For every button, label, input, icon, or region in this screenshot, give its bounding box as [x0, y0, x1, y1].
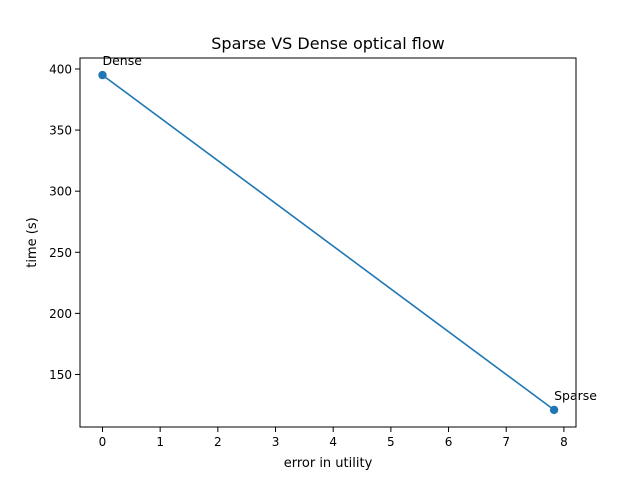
- plot-frame: [79, 57, 577, 428]
- x-tick-label: 2: [214, 435, 222, 449]
- y-tick-label: 250: [49, 246, 72, 260]
- x-tick-label: 1: [156, 435, 164, 449]
- x-tick-label: 0: [99, 435, 107, 449]
- chart-title: Sparse VS Dense optical flow: [211, 34, 444, 53]
- x-tick-label: 4: [329, 435, 337, 449]
- y-tick-label: 350: [49, 124, 72, 138]
- point-label: Dense: [102, 53, 142, 68]
- x-tick-label: 8: [560, 435, 568, 449]
- data-point: [98, 70, 107, 80]
- x-axis-label: error in utility: [284, 456, 373, 471]
- x-ticks: 0 1 2 3 4 5 6 7 8: [99, 427, 568, 449]
- data-point: [549, 405, 559, 415]
- x-tick-label: 6: [445, 435, 453, 449]
- y-tick-label: 150: [49, 368, 72, 382]
- plot-lines: [102, 74, 555, 411]
- y-tick-label: 300: [49, 185, 72, 199]
- y-tick-label: 200: [49, 307, 72, 321]
- x-tick-label: 3: [272, 435, 280, 449]
- x-tick-label: 7: [502, 435, 510, 449]
- x-tick-label: 5: [387, 435, 395, 449]
- series-line: [102, 74, 555, 411]
- plot-points: [98, 70, 559, 415]
- y-ticks: 150 200 250 300 350 400: [49, 62, 80, 382]
- y-tick-label: 400: [49, 62, 72, 76]
- y-axis-label: time (s): [25, 217, 40, 267]
